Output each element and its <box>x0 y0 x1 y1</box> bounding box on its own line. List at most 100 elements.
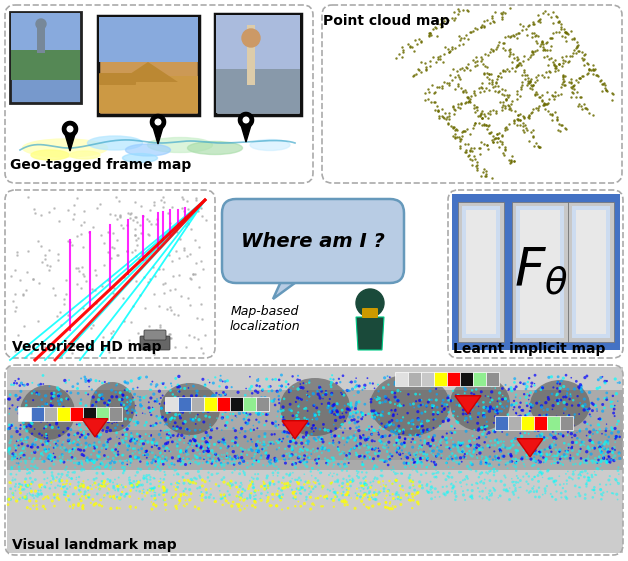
Point <box>33 236 43 245</box>
FancyBboxPatch shape <box>31 407 44 421</box>
Point <box>125 502 135 511</box>
Point <box>99 239 109 248</box>
Point <box>548 57 558 66</box>
Point <box>435 114 445 123</box>
Point <box>567 426 577 435</box>
Point <box>316 385 326 394</box>
Point <box>148 421 158 430</box>
Point <box>447 44 457 53</box>
Point <box>28 455 38 464</box>
Point <box>236 423 246 432</box>
Point <box>104 379 114 388</box>
Point <box>357 458 367 467</box>
Point <box>475 56 485 65</box>
Point <box>317 399 327 408</box>
Point <box>460 475 470 484</box>
Point <box>558 32 568 41</box>
Point <box>416 422 426 431</box>
Point <box>53 481 63 490</box>
Point <box>131 408 141 417</box>
Point <box>452 126 462 135</box>
Point <box>218 410 228 419</box>
FancyBboxPatch shape <box>99 16 197 62</box>
Point <box>14 462 24 471</box>
Point <box>512 56 522 65</box>
Point <box>34 490 44 499</box>
FancyBboxPatch shape <box>70 407 83 421</box>
FancyBboxPatch shape <box>165 397 178 411</box>
Point <box>244 394 254 403</box>
Point <box>217 398 227 407</box>
Point <box>176 407 187 416</box>
Point <box>588 111 598 119</box>
Point <box>417 462 427 471</box>
Point <box>508 454 518 463</box>
Point <box>538 8 548 17</box>
Point <box>232 413 242 422</box>
Point <box>112 251 122 260</box>
Point <box>198 458 208 467</box>
Point <box>598 80 608 89</box>
Point <box>327 478 337 487</box>
Point <box>162 403 172 412</box>
Point <box>477 468 487 477</box>
Point <box>213 442 223 450</box>
Point <box>106 416 116 425</box>
Point <box>181 196 192 205</box>
Point <box>55 457 65 466</box>
Point <box>362 448 372 457</box>
Point <box>599 453 609 462</box>
Point <box>240 433 250 442</box>
Point <box>553 378 563 387</box>
Point <box>217 461 227 470</box>
Point <box>573 46 583 55</box>
Point <box>492 43 502 52</box>
Point <box>436 15 447 24</box>
Point <box>531 457 541 466</box>
Point <box>257 440 267 449</box>
Point <box>544 373 554 382</box>
Point <box>536 470 546 479</box>
Point <box>498 440 508 449</box>
Point <box>473 433 483 442</box>
Point <box>467 386 477 395</box>
Point <box>467 146 477 155</box>
Point <box>416 396 426 404</box>
Point <box>261 485 271 494</box>
Point <box>525 399 535 408</box>
Point <box>171 504 181 513</box>
Point <box>494 456 504 465</box>
Point <box>318 482 328 491</box>
Point <box>467 486 477 495</box>
Point <box>504 495 514 504</box>
Point <box>165 463 175 472</box>
Point <box>610 401 620 410</box>
Point <box>122 398 133 407</box>
Point <box>337 409 347 418</box>
Point <box>414 65 425 74</box>
Point <box>148 456 158 465</box>
Point <box>512 447 522 456</box>
Point <box>173 407 183 416</box>
Point <box>155 466 165 475</box>
Point <box>516 84 526 93</box>
Point <box>428 24 438 33</box>
Point <box>131 421 141 430</box>
Point <box>220 377 230 386</box>
Point <box>561 27 571 36</box>
Point <box>219 450 229 459</box>
Point <box>529 472 539 481</box>
Point <box>566 373 577 382</box>
Point <box>507 477 517 486</box>
Point <box>89 440 99 449</box>
Point <box>45 450 55 459</box>
Point <box>580 400 590 409</box>
Point <box>524 20 534 29</box>
Point <box>175 413 185 422</box>
Point <box>16 379 26 388</box>
Point <box>117 481 127 490</box>
Point <box>415 432 425 441</box>
Point <box>526 454 536 463</box>
Point <box>369 408 379 417</box>
Point <box>359 465 369 473</box>
